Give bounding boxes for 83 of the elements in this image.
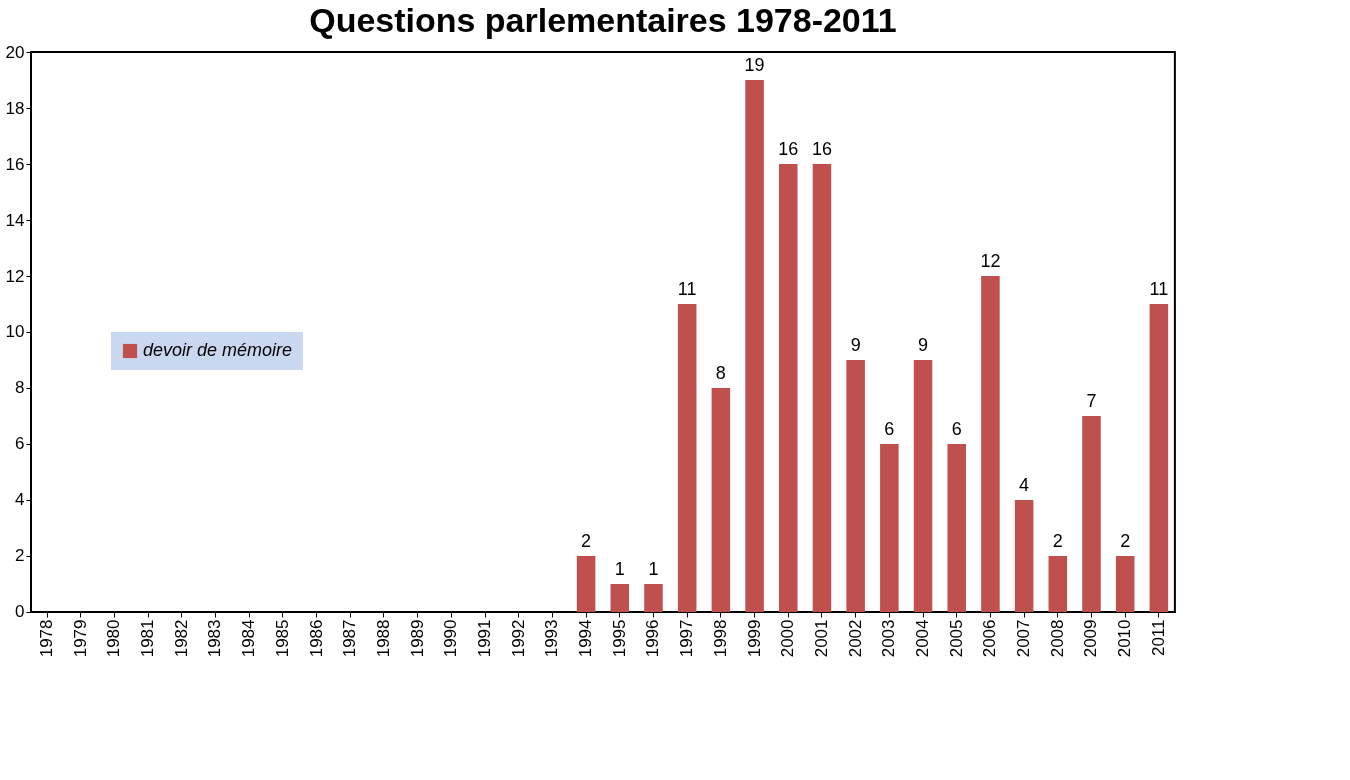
bar bbox=[778, 164, 798, 612]
bar bbox=[576, 556, 596, 612]
x-tick-label: 2006 bbox=[980, 619, 1000, 658]
x-tick-label: 2002 bbox=[845, 619, 865, 658]
bar bbox=[1149, 304, 1169, 612]
x-tick-label: 2009 bbox=[1081, 619, 1101, 658]
x-tick-label: 1983 bbox=[205, 619, 225, 658]
x-tick-label: 1992 bbox=[508, 619, 528, 658]
data-label: 8 bbox=[715, 363, 726, 383]
y-tick-label: 2 bbox=[15, 546, 25, 566]
data-label: 6 bbox=[951, 419, 962, 439]
bar bbox=[644, 584, 663, 612]
bar bbox=[1048, 556, 1068, 612]
y-tick-label: 10 bbox=[5, 322, 25, 342]
bar bbox=[610, 584, 630, 612]
y-tick-label: 6 bbox=[15, 434, 25, 454]
chart-title: Questions parlementaires 1978-2011 bbox=[309, 1, 897, 39]
x-tick-label: 1993 bbox=[542, 619, 562, 658]
x-tick-label: 1994 bbox=[576, 619, 596, 658]
y-tick-label: 20 bbox=[5, 42, 25, 62]
data-label: 4 bbox=[1019, 475, 1030, 495]
x-tick-label: 2004 bbox=[913, 619, 933, 658]
y-tick-label: 8 bbox=[15, 378, 25, 398]
data-label: 11 bbox=[1149, 279, 1169, 299]
x-tick-label: 1989 bbox=[407, 619, 427, 658]
x-tick-label: 1990 bbox=[441, 619, 461, 658]
y-tick-label: 14 bbox=[5, 210, 25, 230]
bar bbox=[1082, 416, 1101, 612]
data-label: 1 bbox=[614, 559, 625, 579]
data-label: 2 bbox=[1052, 531, 1063, 551]
legend-label: devoir de mémoire bbox=[143, 340, 292, 360]
bar bbox=[880, 444, 899, 612]
x-tick-label: 1997 bbox=[677, 619, 697, 658]
y-tick-label: 16 bbox=[5, 154, 25, 174]
data-label: 11 bbox=[677, 279, 697, 299]
data-label: 6 bbox=[884, 419, 895, 439]
x-tick-label: 2011 bbox=[1148, 619, 1168, 657]
bar bbox=[812, 164, 832, 612]
data-label: 16 bbox=[778, 139, 799, 159]
x-tick-label: 1979 bbox=[70, 619, 90, 658]
x-tick-label: 1981 bbox=[138, 619, 158, 658]
x-tick-label: 1996 bbox=[643, 619, 663, 658]
data-label: 2 bbox=[581, 531, 592, 551]
bar bbox=[711, 388, 731, 612]
x-tick-label: 1988 bbox=[373, 619, 393, 658]
data-label: 12 bbox=[980, 251, 1001, 271]
x-tick-label: 1998 bbox=[710, 619, 730, 658]
bar bbox=[1014, 500, 1034, 612]
x-tick-label: 1995 bbox=[609, 619, 629, 658]
data-label: 16 bbox=[811, 139, 832, 159]
x-tick-label: 2010 bbox=[1115, 619, 1135, 658]
x-tick-label: 2008 bbox=[1047, 619, 1067, 658]
bar bbox=[1115, 556, 1135, 612]
y-tick-label: 18 bbox=[5, 98, 25, 118]
x-tick-label: 2003 bbox=[879, 619, 899, 658]
data-label: 2 bbox=[1120, 531, 1131, 551]
x-tick-label: 1982 bbox=[171, 619, 191, 658]
x-tick-label: 2005 bbox=[946, 619, 966, 658]
bar bbox=[913, 360, 933, 612]
x-tick-label: 2007 bbox=[1014, 619, 1034, 658]
x-tick-label: 1999 bbox=[744, 619, 764, 658]
y-tick-label: 4 bbox=[15, 490, 25, 510]
bar bbox=[947, 444, 966, 612]
bar bbox=[745, 80, 764, 612]
data-label: 9 bbox=[918, 335, 929, 355]
y-tick-label: 0 bbox=[15, 602, 25, 622]
data-label: 9 bbox=[850, 335, 861, 355]
x-tick-label: 2000 bbox=[778, 619, 798, 658]
x-tick-label: 1987 bbox=[340, 619, 360, 658]
bar bbox=[846, 360, 865, 612]
bar bbox=[981, 276, 1000, 612]
data-label: 19 bbox=[744, 55, 765, 75]
x-tick-label: 1984 bbox=[239, 619, 259, 658]
x-tick-label: 2001 bbox=[811, 619, 831, 658]
data-label: 7 bbox=[1086, 391, 1097, 411]
x-tick-label: 1978 bbox=[37, 619, 56, 658]
data-label: 1 bbox=[648, 559, 659, 579]
x-tick-label: 1991 bbox=[475, 619, 495, 658]
x-tick-label: 1980 bbox=[104, 619, 124, 658]
y-tick-label: 12 bbox=[5, 266, 25, 286]
bar bbox=[677, 304, 697, 612]
x-tick-label: 1985 bbox=[272, 619, 292, 658]
x-tick-label: 1986 bbox=[306, 619, 326, 658]
